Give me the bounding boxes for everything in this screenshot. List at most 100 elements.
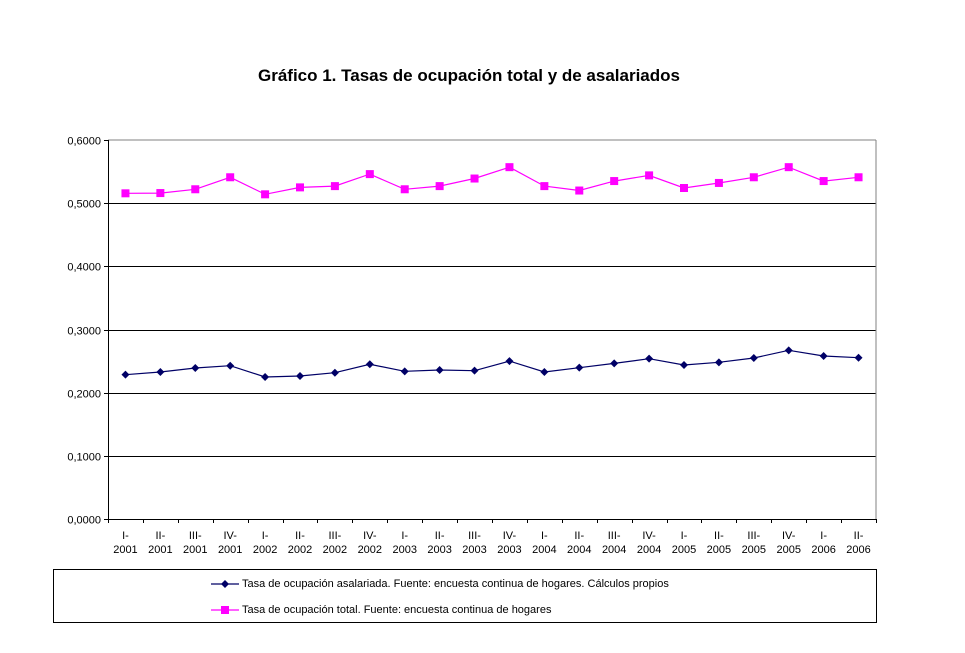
y-tick-label: 0,1000 [67, 452, 101, 464]
x-tick-label-year: 2005 [776, 544, 800, 556]
y-tick-labels: 0,0000 0,1000 0,2000 0,3000 0,4000 0,5000 0,60… [67, 136, 101, 527]
data-point-square [645, 171, 654, 180]
legend: Tasa de ocupación asalariada. Fuente: en… [53, 569, 877, 623]
x-tick-label-quarter: III- [747, 530, 760, 542]
data-point-square [714, 178, 723, 187]
chart-canvas: 0,0000 0,1000 0,2000 0,3000 0,4000 0,5000 0,60… [67, 136, 877, 556]
x-tick-label-quarter: IV- [223, 530, 237, 542]
x-tick-label-year: 2003 [427, 544, 451, 556]
x-tick-label-year: 2001 [218, 544, 242, 556]
data-point-diamond [365, 360, 374, 369]
x-tick-label-quarter: III- [608, 530, 621, 542]
x-tick-label-year: 2002 [323, 544, 347, 556]
data-point-diamond [505, 357, 514, 366]
data-point-square [575, 186, 584, 195]
data-point-square [156, 189, 165, 198]
x-tick-label-quarter: II- [574, 530, 584, 542]
y-tick-label: 0,5000 [67, 199, 101, 211]
x-tick-label-quarter: IV- [782, 530, 796, 542]
legend-marker-diamond-icon [211, 580, 239, 588]
data-point-diamond [261, 373, 270, 382]
series-line [125, 166, 859, 195]
axis-layer [104, 139, 877, 523]
x-tick-label-year: 2004 [532, 544, 556, 556]
data-point-square [610, 177, 619, 186]
data-point-diamond [470, 366, 479, 375]
x-tick-label-quarter: III- [328, 530, 341, 542]
x-tick-label-year: 2006 [846, 544, 870, 556]
x-tick-label-year: 2003 [462, 544, 486, 556]
legend-item-total: Tasa de ocupación total. Fuente: encuest… [211, 602, 551, 618]
x-tick-label-year: 2005 [672, 544, 696, 556]
legend-item-asalariada: Tasa de ocupación asalariada. Fuente: en… [211, 576, 669, 592]
data-point-diamond [191, 364, 200, 373]
data-point-square [819, 177, 828, 186]
data-point-diamond [819, 352, 828, 361]
x-tick-label-year: 2005 [707, 544, 731, 556]
data-point-diamond [784, 346, 793, 355]
x-tick-label-quarter: I- [122, 530, 129, 542]
data-point-square [400, 185, 409, 194]
x-tick-labels: I- 2001 II- 2001 III- 2001 IV- 2001 I- 2002 II- 200… [113, 530, 871, 556]
x-tick-label-quarter: I- [820, 530, 827, 542]
x-tick-label-quarter: III- [468, 530, 481, 542]
data-point-square [435, 182, 444, 191]
legend-label: Tasa de ocupación total. Fuente: encuest… [242, 604, 552, 616]
data-point-diamond [714, 358, 723, 367]
y-tick-label: 0,0000 [67, 515, 101, 527]
x-tick-label-quarter: III- [189, 530, 202, 542]
x-tick-label-year: 2004 [567, 544, 591, 556]
data-point-square [365, 170, 374, 179]
x-tick-label-year: 2005 [742, 544, 766, 556]
x-tick-label-quarter: II- [155, 530, 165, 542]
data-point-diamond [749, 353, 758, 362]
x-tick-label-quarter: I- [681, 530, 688, 542]
x-tick-label-quarter: IV- [503, 530, 517, 542]
legend-label: Tasa de ocupación asalariada. Fuente: en… [242, 578, 669, 590]
series-line [125, 349, 859, 378]
data-point-diamond [575, 363, 584, 372]
data-point-diamond [435, 365, 444, 374]
x-tick-label-year: 2001 [183, 544, 207, 556]
data-point-diamond [400, 367, 409, 376]
data-point-square [505, 163, 514, 172]
x-tick-label-quarter: I- [541, 530, 548, 542]
data-point-square [680, 184, 688, 193]
x-tick-label-year: 2006 [811, 544, 835, 556]
data-point-square [191, 185, 200, 194]
x-tick-label-year: 2003 [392, 544, 416, 556]
data-point-square [296, 183, 304, 192]
series-0 [121, 346, 863, 382]
data-point-diamond [540, 368, 549, 377]
data-point-square [784, 163, 793, 172]
x-tick-label-year: 2004 [637, 544, 661, 556]
data-point-square [749, 173, 758, 182]
x-tick-label-year: 2002 [253, 544, 277, 556]
x-tick-label-year: 2004 [602, 544, 626, 556]
legend-marker-square-icon [211, 606, 239, 614]
data-point-square [226, 173, 235, 182]
series-1 [121, 163, 863, 199]
data-point-diamond [156, 368, 165, 377]
grid-layer [108, 203, 876, 457]
data-point-diamond [610, 359, 619, 368]
x-tick-label-quarter: IV- [363, 530, 377, 542]
x-tick-label-quarter: II- [714, 530, 724, 542]
data-point-square [330, 182, 339, 191]
x-tick-label-quarter: I- [262, 530, 269, 542]
y-tick-label: 0,6000 [67, 136, 101, 148]
data-point-square [540, 182, 549, 191]
series-layer [121, 163, 863, 382]
data-point-diamond [296, 371, 304, 380]
data-point-square [261, 190, 270, 199]
x-tick-label-year: 2001 [148, 544, 172, 556]
data-point-diamond [330, 368, 339, 377]
data-point-square [121, 189, 130, 198]
chart-title: Gráfico 1. Tasas de ocupación total y de… [257, 66, 680, 85]
y-tick-label: 0,2000 [67, 389, 101, 401]
x-tick-label-quarter: I- [401, 530, 408, 542]
y-tick-label: 0,3000 [67, 326, 101, 338]
data-point-square [470, 174, 479, 183]
x-tick-label-year: 2001 [113, 544, 137, 556]
x-tick-label-year: 2002 [358, 544, 382, 556]
